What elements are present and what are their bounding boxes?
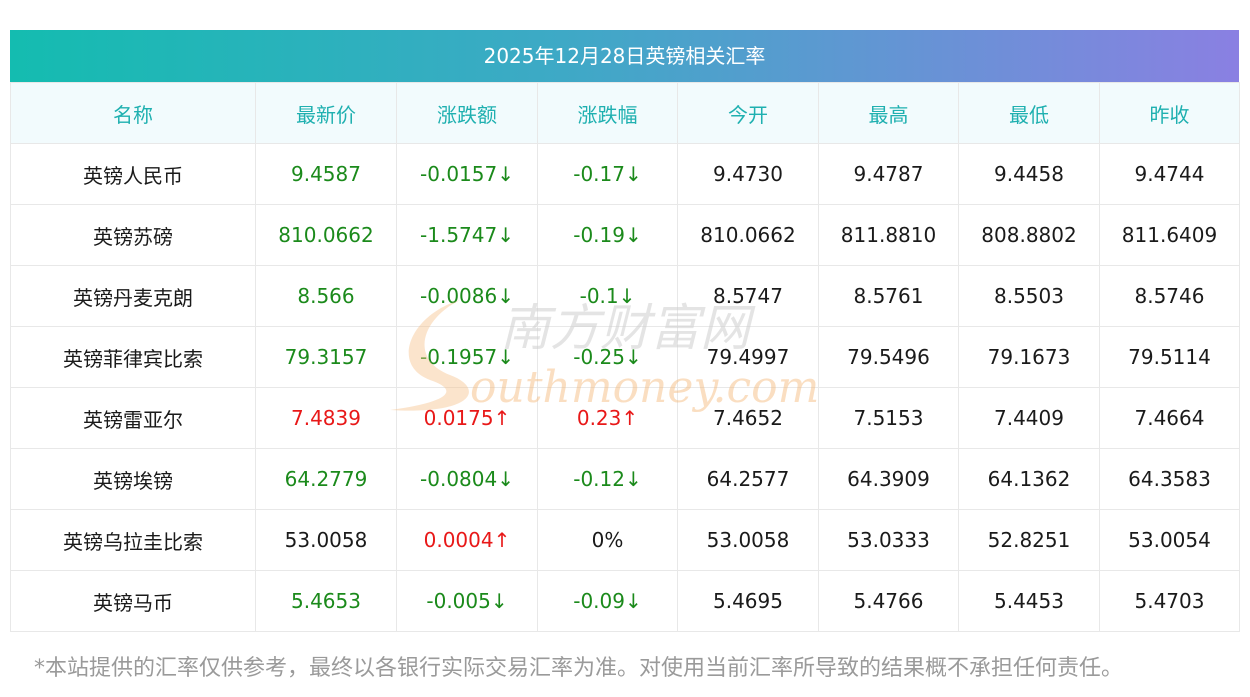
cell-change-pct: -0.19↓ <box>537 204 678 266</box>
cell-prev-close: 811.6409 <box>1099 204 1240 266</box>
header-change: 涨跌额 <box>396 82 538 144</box>
table-header-row: 名称 最新价 涨跌额 涨跌幅 今开 最高 最低 昨收 <box>10 82 1240 144</box>
cell-change: -0.0157↓ <box>396 143 538 205</box>
cell-latest: 5.4653 <box>255 570 397 632</box>
table-row: 英镑人民币 9.4587 -0.0157↓ -0.17↓ 9.4730 9.4787 9.4… <box>10 143 1240 205</box>
cell-prev-close: 9.4744 <box>1099 143 1240 205</box>
table-row: 英镑乌拉圭比索 53.0058 0.0004↑ 0% 53.0058 53.0333 52.… <box>10 509 1240 571</box>
cell-change: 0.0175↑ <box>396 387 538 449</box>
cell-low: 64.1362 <box>958 448 1100 510</box>
cell-latest: 64.2779 <box>255 448 397 510</box>
header-name: 名称 <box>10 82 256 144</box>
cell-high: 5.4766 <box>818 570 959 632</box>
cell-name: 英镑马币 <box>10 570 256 632</box>
exchange-rate-table: 名称 最新价 涨跌额 涨跌幅 今开 最高 最低 昨收 英镑人民币 9.4587 -0… <box>10 82 1240 632</box>
table-row: 英镑雷亚尔 7.4839 0.0175↑ 0.23↑ 7.4652 7.5153 7.440… <box>10 387 1240 449</box>
cell-open: 7.4652 <box>677 387 819 449</box>
cell-latest: 53.0058 <box>255 509 397 571</box>
cell-change: -0.005↓ <box>396 570 538 632</box>
cell-latest: 810.0662 <box>255 204 397 266</box>
cell-change: -1.5747↓ <box>396 204 538 266</box>
cell-low: 7.4409 <box>958 387 1100 449</box>
cell-prev-close: 53.0054 <box>1099 509 1240 571</box>
cell-prev-close: 7.4664 <box>1099 387 1240 449</box>
cell-change: -0.1957↓ <box>396 326 538 388</box>
header-latest: 最新价 <box>255 82 397 144</box>
cell-open: 5.4695 <box>677 570 819 632</box>
header-change-pct: 涨跌幅 <box>537 82 678 144</box>
cell-change-pct: -0.25↓ <box>537 326 678 388</box>
cell-change: -0.0804↓ <box>396 448 538 510</box>
cell-prev-close: 64.3583 <box>1099 448 1240 510</box>
cell-prev-close: 79.5114 <box>1099 326 1240 388</box>
cell-prev-close: 8.5746 <box>1099 265 1240 327</box>
cell-change-pct: -0.09↓ <box>537 570 678 632</box>
cell-change-pct: -0.17↓ <box>537 143 678 205</box>
cell-low: 52.8251 <box>958 509 1100 571</box>
header-open: 今开 <box>677 82 819 144</box>
cell-name: 英镑埃镑 <box>10 448 256 510</box>
cell-low: 808.8802 <box>958 204 1100 266</box>
table-row: 英镑苏磅 810.0662 -1.5747↓ -0.19↓ 810.0662 811.88… <box>10 204 1240 266</box>
cell-open: 8.5747 <box>677 265 819 327</box>
table-row: 英镑埃镑 64.2779 -0.0804↓ -0.12↓ 64.2577 64.3909 6… <box>10 448 1240 510</box>
table-row: 英镑丹麦克朗 8.566 -0.0086↓ -0.1↓ 8.5747 8.5761 8.55… <box>10 265 1240 327</box>
cell-low: 9.4458 <box>958 143 1100 205</box>
cell-change: -0.0086↓ <box>396 265 538 327</box>
cell-name: 英镑乌拉圭比索 <box>10 509 256 571</box>
cell-high: 7.5153 <box>818 387 959 449</box>
cell-low: 79.1673 <box>958 326 1100 388</box>
table-row: 英镑菲律宾比索 79.3157 -0.1957↓ -0.25↓ 79.4997 79.54… <box>10 326 1240 388</box>
cell-latest: 8.566 <box>255 265 397 327</box>
table-title: 2025年12月28日英镑相关汇率 <box>10 30 1239 82</box>
cell-high: 9.4787 <box>818 143 959 205</box>
cell-latest: 79.3157 <box>255 326 397 388</box>
cell-change-pct: -0.12↓ <box>537 448 678 510</box>
cell-latest: 9.4587 <box>255 143 397 205</box>
cell-low: 8.5503 <box>958 265 1100 327</box>
cell-name: 英镑菲律宾比索 <box>10 326 256 388</box>
cell-change: 0.0004↑ <box>396 509 538 571</box>
cell-name: 英镑雷亚尔 <box>10 387 256 449</box>
cell-latest: 7.4839 <box>255 387 397 449</box>
cell-name: 英镑苏磅 <box>10 204 256 266</box>
cell-high: 64.3909 <box>818 448 959 510</box>
cell-open: 810.0662 <box>677 204 819 266</box>
cell-high: 811.8810 <box>818 204 959 266</box>
cell-name: 英镑人民币 <box>10 143 256 205</box>
cell-open: 64.2577 <box>677 448 819 510</box>
cell-change-pct: -0.1↓ <box>537 265 678 327</box>
disclaimer-text: *本站提供的汇率仅供参考，最终以各银行实际交易汇率为准。对使用当前汇率所导致的结… <box>34 656 1124 681</box>
header-low: 最低 <box>958 82 1100 144</box>
cell-name: 英镑丹麦克朗 <box>10 265 256 327</box>
cell-high: 79.5496 <box>818 326 959 388</box>
cell-change-pct: 0% <box>537 509 678 571</box>
cell-change-pct: 0.23↑ <box>537 387 678 449</box>
rate-table-panel: 2025年12月28日英镑相关汇率 名称 最新价 涨跌额 涨跌幅 今开 最高 最… <box>10 30 1240 632</box>
header-high: 最高 <box>818 82 959 144</box>
cell-open: 79.4997 <box>677 326 819 388</box>
cell-open: 53.0058 <box>677 509 819 571</box>
cell-low: 5.4453 <box>958 570 1100 632</box>
cell-prev-close: 5.4703 <box>1099 570 1240 632</box>
cell-high: 8.5761 <box>818 265 959 327</box>
header-prev-close: 昨收 <box>1099 82 1240 144</box>
table-row: 英镑马币 5.4653 -0.005↓ -0.09↓ 5.4695 5.4766 5.445… <box>10 570 1240 632</box>
cell-high: 53.0333 <box>818 509 959 571</box>
cell-open: 9.4730 <box>677 143 819 205</box>
